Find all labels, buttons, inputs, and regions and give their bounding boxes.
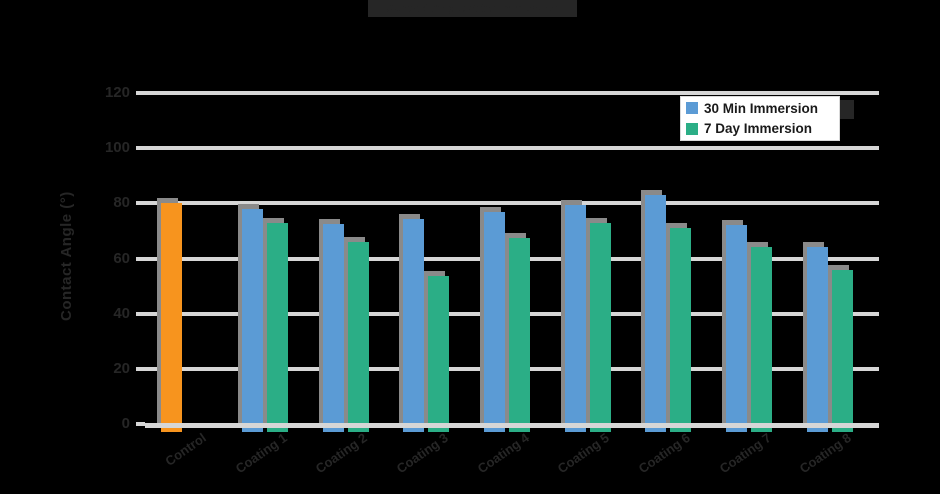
chart-title: Contact Angle After Immersion bbox=[368, 0, 577, 17]
y-axis-tick-label: 60 bbox=[113, 249, 130, 267]
y-tick-mark bbox=[136, 256, 145, 261]
bar-7day-8 bbox=[750, 247, 772, 432]
x-axis-label: Control bbox=[162, 430, 209, 469]
x-axis-label: Coating 4 bbox=[474, 430, 532, 477]
x-axis-label: Coating 8 bbox=[797, 430, 855, 477]
chart-legend: 30 Min Immersion 7 Day Immersion bbox=[680, 96, 840, 141]
bar-7day-2 bbox=[266, 222, 288, 432]
gridline-120 bbox=[145, 91, 879, 95]
bar-7day-4 bbox=[428, 276, 450, 432]
legend-item-30min: 30 Min Immersion bbox=[686, 99, 834, 118]
bar-7day-3 bbox=[347, 241, 369, 432]
legend-item-7day: 7 Day Immersion bbox=[686, 120, 834, 139]
legend-label: 7 Day Immersion bbox=[704, 121, 813, 137]
y-axis-tick-label: 20 bbox=[113, 359, 130, 377]
y-axis-tick-label: 40 bbox=[113, 304, 130, 322]
legend-swatch-green-icon bbox=[686, 122, 698, 135]
gridline-100 bbox=[145, 146, 879, 151]
bar-30min-5 bbox=[483, 211, 505, 432]
bar-30min-2 bbox=[241, 208, 263, 432]
y-tick-mark bbox=[136, 146, 145, 151]
x-axis-label: Coating 5 bbox=[555, 430, 613, 477]
x-axis-label: Coating 2 bbox=[313, 430, 371, 477]
x-axis-label: Coating 3 bbox=[393, 430, 451, 477]
x-axis-line bbox=[145, 423, 879, 428]
y-axis-tick-label: 80 bbox=[113, 194, 130, 212]
bar-7day-9 bbox=[831, 269, 853, 432]
bar-7day-6 bbox=[589, 222, 611, 432]
legend-swatch-blue-icon bbox=[686, 102, 698, 115]
bar-30min-8 bbox=[725, 225, 747, 432]
y-axis-tick-label: 120 bbox=[104, 84, 130, 101]
bar-30min-1 bbox=[161, 203, 183, 432]
y-axis-tick-label: 0 bbox=[121, 415, 130, 432]
x-axis-label: Coating 7 bbox=[716, 430, 774, 477]
bar-7day-5 bbox=[508, 237, 530, 432]
x-axis-label: Coating 6 bbox=[635, 430, 693, 477]
y-axis-tick-label: 100 bbox=[104, 139, 130, 157]
bar-30min-7 bbox=[645, 195, 667, 432]
y-tick-mark bbox=[136, 91, 145, 95]
bar-30min-6 bbox=[564, 204, 586, 432]
y-tick-mark bbox=[136, 366, 145, 371]
gridline-80 bbox=[145, 201, 879, 206]
x-axis-label: Coating 1 bbox=[232, 430, 290, 477]
y-tick-mark bbox=[136, 311, 145, 316]
y-tick-mark bbox=[136, 201, 145, 206]
bar-30min-9 bbox=[806, 247, 828, 432]
bar-30min-3 bbox=[322, 224, 344, 432]
legend-overlay-square bbox=[840, 100, 854, 119]
bar-30min-4 bbox=[403, 218, 425, 432]
y-tick-mark bbox=[136, 422, 145, 426]
bar-7day-7 bbox=[670, 228, 692, 432]
legend-label: 30 Min Immersion bbox=[704, 100, 819, 116]
